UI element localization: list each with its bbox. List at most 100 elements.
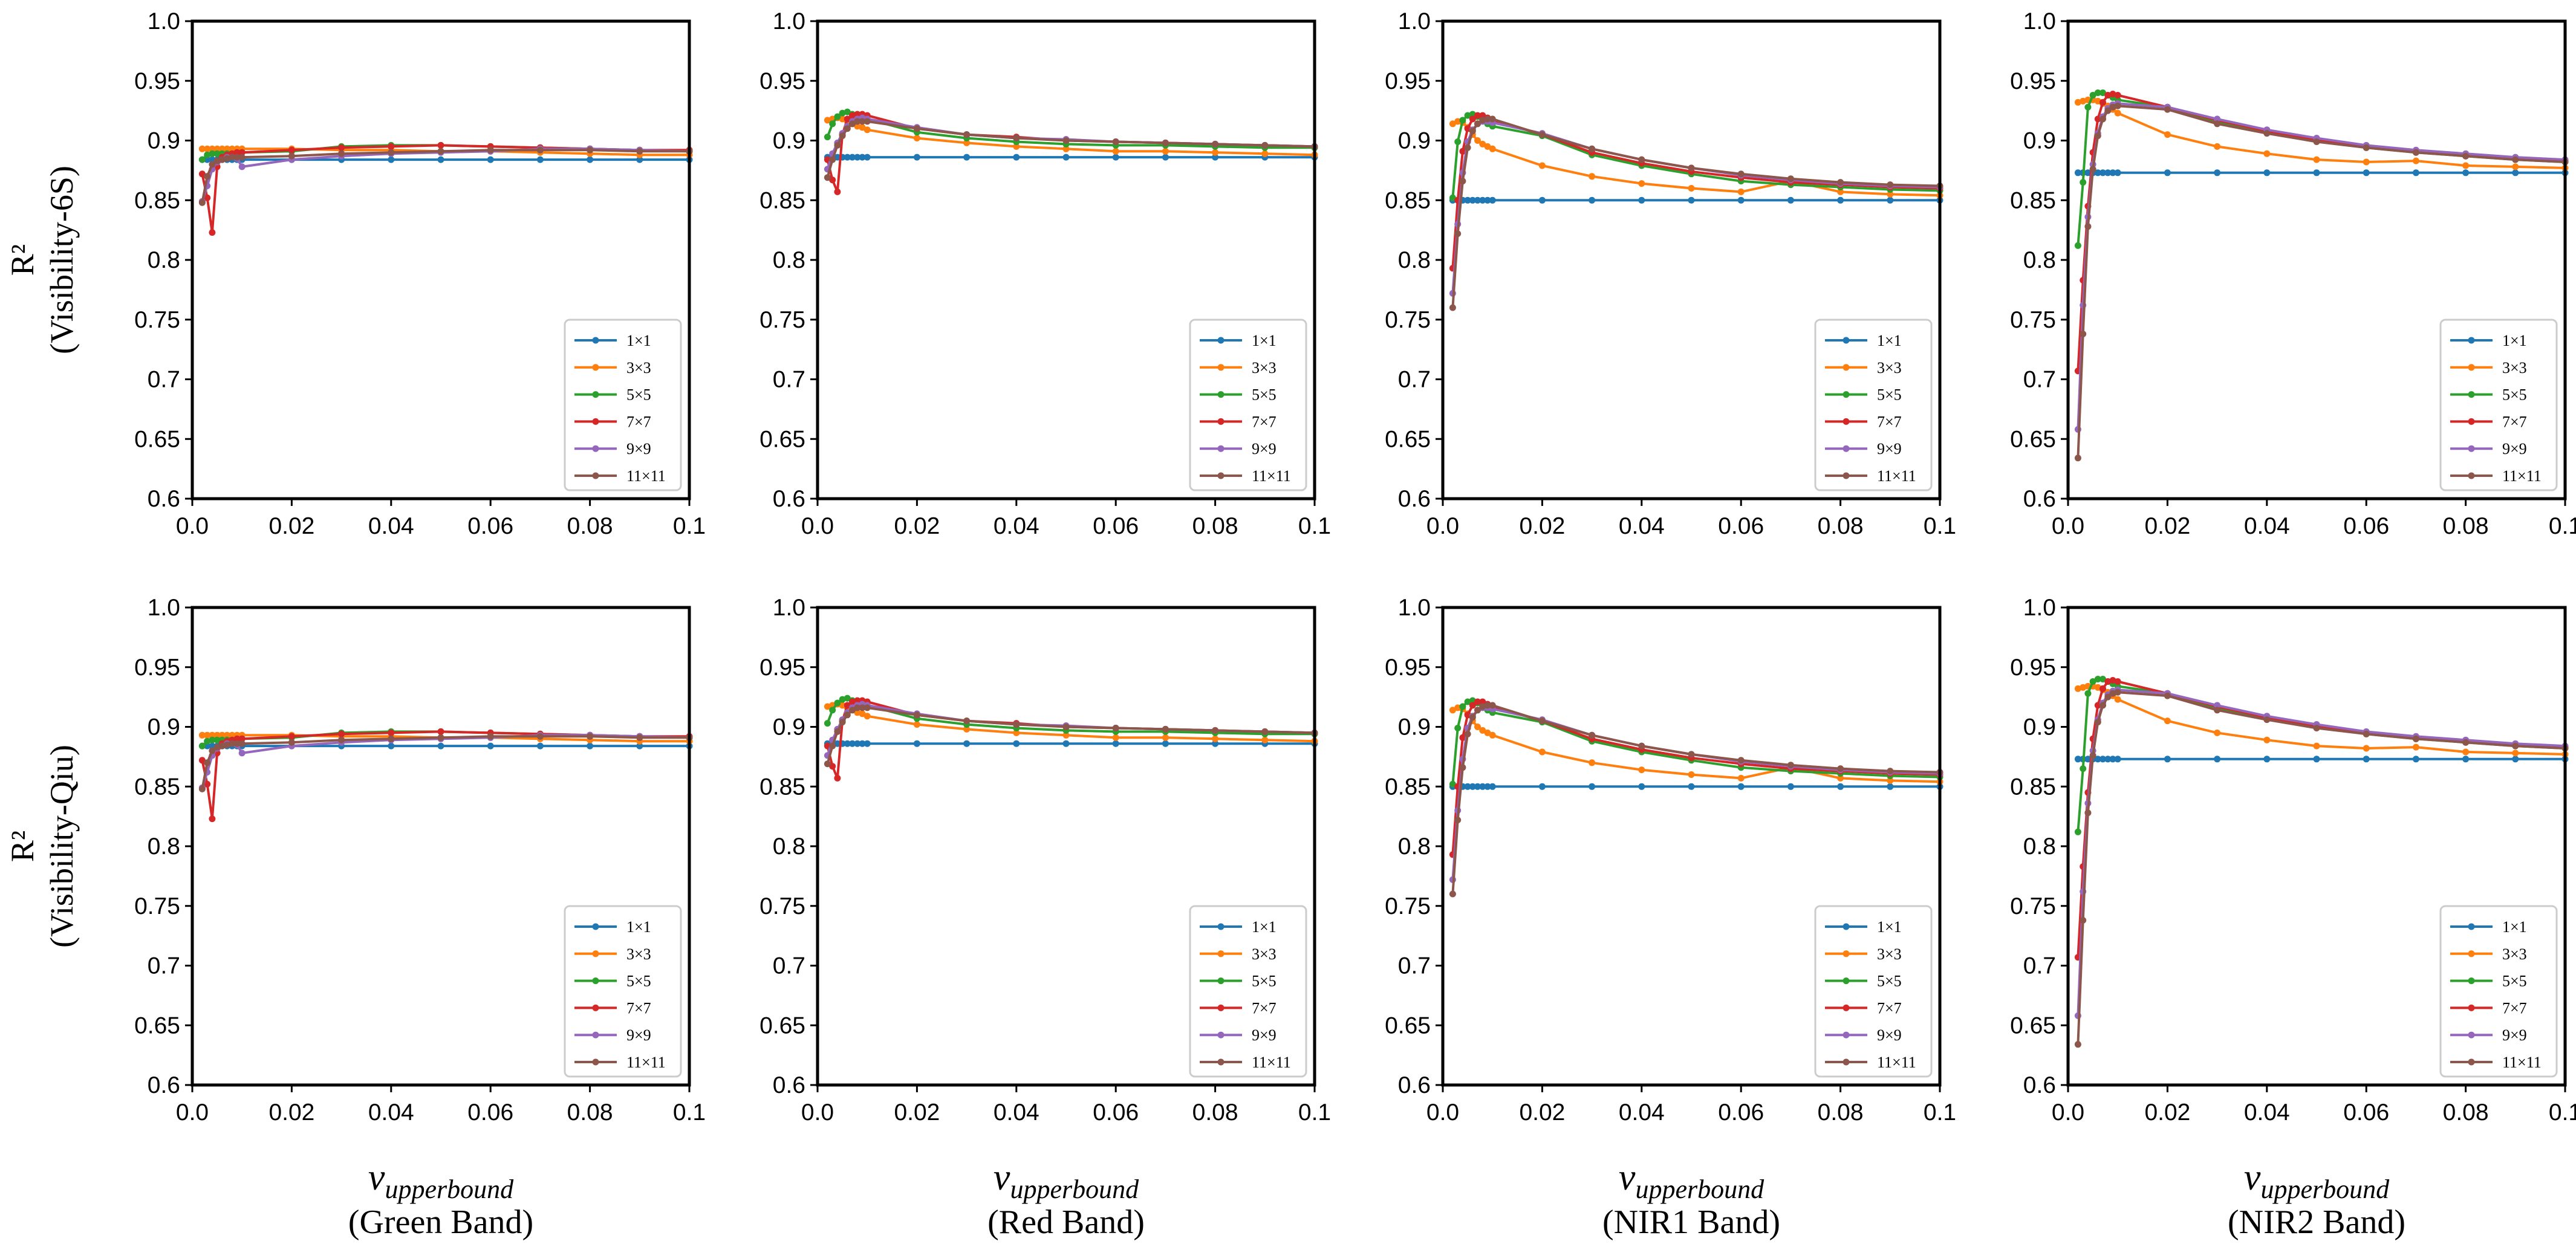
data-point-1-1 <box>2313 169 2320 177</box>
data-point-1-1 <box>913 740 920 747</box>
legend-box <box>564 319 682 491</box>
y-tick-label: 0.85 <box>1385 187 1431 213</box>
legend-marker <box>2468 364 2475 371</box>
data-point-7-7 <box>198 170 206 178</box>
data-point-1-1 <box>1737 196 1745 204</box>
row-label-bottom-line1: R² <box>4 831 41 862</box>
data-point-11-11 <box>834 728 841 735</box>
data-point-3-3 <box>1484 729 1491 736</box>
y-tick-label: 1.0 <box>2023 8 2056 34</box>
legend-label: 3×3 <box>626 359 651 377</box>
x-tick-label: 0.1 <box>673 513 706 539</box>
data-point-11-11 <box>209 161 216 168</box>
data-point-7-7 <box>2094 115 2101 123</box>
data-point-3-3 <box>2080 97 2087 105</box>
data-point-3-3 <box>2214 729 2221 736</box>
data-point-7-7 <box>437 728 444 735</box>
data-point-3-3 <box>1538 162 1546 169</box>
data-point-3-3 <box>1737 774 1745 782</box>
x-axis-label: vupperbound <box>2244 1157 2390 1204</box>
x-tick-label: 0.02 <box>2144 513 2190 539</box>
x-tick-label: 0.1 <box>1924 513 1956 539</box>
data-point-1-1 <box>1474 783 1481 790</box>
data-point-3-3 <box>1261 736 1269 743</box>
data-point-5-5 <box>1449 780 1456 788</box>
legend-marker <box>1217 1004 1225 1011</box>
data-point-11-11 <box>854 118 861 125</box>
legend-label: 9×9 <box>1252 1026 1277 1044</box>
data-point-11-11 <box>913 711 920 719</box>
column-label-nir2-band: vupperbound(NIR2 Band) <box>2228 1157 2405 1241</box>
data-point-11-11 <box>1484 115 1491 123</box>
legend-marker <box>2468 445 2475 452</box>
data-point-3-3 <box>913 135 920 141</box>
data-point-11-11 <box>1212 727 1219 734</box>
data-point-3-3 <box>839 702 846 709</box>
data-point-11-11 <box>2214 707 2221 714</box>
legend-marker <box>1843 391 1850 398</box>
data-point-11-11 <box>1589 731 1596 739</box>
x-tick-label: 0.04 <box>994 513 1039 539</box>
legend-label: 5×5 <box>1877 386 1902 404</box>
data-point-5-5 <box>213 150 221 157</box>
data-point-5-5 <box>1459 703 1466 710</box>
data-point-3-3 <box>2164 131 2171 138</box>
data-point-11-11 <box>2512 156 2519 163</box>
y-tick-label: 0.7 <box>1398 953 1431 979</box>
data-point-3-3 <box>1454 118 1462 125</box>
data-point-1-1 <box>1837 783 1844 790</box>
x-tick-label: 0.06 <box>1718 1100 1764 1126</box>
x-tick-label: 0.08 <box>1818 1100 1864 1126</box>
legend-label: 7×7 <box>2502 999 2527 1017</box>
data-point-3-3 <box>1837 188 1844 195</box>
data-point-3-3 <box>2363 158 2370 166</box>
legend-marker <box>1843 1004 1850 1011</box>
data-point-5-5 <box>834 699 841 707</box>
data-point-11-11 <box>1638 742 1645 750</box>
legend-marker <box>1843 445 1850 452</box>
data-point-3-3 <box>864 126 871 134</box>
data-point-11-11 <box>218 742 226 750</box>
data-point-11-11 <box>2074 1041 2081 1048</box>
data-point-3-3 <box>824 117 831 124</box>
x-tick-label: 0.06 <box>1093 1100 1139 1126</box>
data-point-1-1 <box>587 742 594 750</box>
x-tick-label: 0.0 <box>2052 513 2084 539</box>
series-line-11-11 <box>2077 105 2566 458</box>
legend-box <box>1814 319 1933 491</box>
data-point-7-7 <box>2104 92 2112 99</box>
legend-label: 3×3 <box>1877 359 1902 377</box>
series-line-7-7 <box>201 730 689 820</box>
data-point-11-11 <box>587 146 594 154</box>
data-point-1-1 <box>963 154 971 161</box>
data-point-3-3 <box>198 731 206 739</box>
y-tick-label: 1.0 <box>148 595 180 621</box>
data-point-7-7 <box>2114 92 2121 99</box>
x-axis-label-variable: v <box>2244 1157 2261 1198</box>
data-point-11-11 <box>1489 702 1496 709</box>
data-point-3-3 <box>218 731 226 739</box>
data-point-11-11 <box>2109 103 2116 111</box>
y-tick-label: 1.0 <box>1398 595 1431 621</box>
data-point-11-11 <box>1538 131 1546 138</box>
data-point-3-3 <box>1112 147 1119 155</box>
legend: 1×1 3×3 5×5 7×7 9×9 11×11 <box>1189 319 1307 491</box>
data-point-7-7 <box>388 729 395 736</box>
x-axis-label-subscript: upperbound <box>385 1174 514 1204</box>
legend: 1×1 3×3 5×5 7×7 9×9 11×11 <box>564 905 682 1078</box>
data-point-11-11 <box>2412 735 2419 742</box>
x-axis-label: vupperbound <box>368 1157 514 1204</box>
data-point-7-7 <box>2109 677 2116 684</box>
legend-box <box>2439 905 2558 1078</box>
legend-label: 11×11 <box>626 467 666 485</box>
panel-visibility-qiu-red-band: 0.6 0.65 0.7 0.75 0.8 0.85 0.9 0.95 1.0 0.0 0.02 0.… <box>759 595 1331 1126</box>
y-tick-label: 0.95 <box>1385 68 1431 94</box>
y-tick-label: 0.95 <box>1385 655 1431 681</box>
data-point-1-1 <box>487 742 494 750</box>
data-point-11-11 <box>1062 137 1070 144</box>
x-axis-label: vupperbound <box>1619 1157 1764 1204</box>
data-point-1-1 <box>1162 740 1169 747</box>
data-point-3-3 <box>2263 150 2271 157</box>
legend-label: 5×5 <box>2502 973 2527 990</box>
data-point-11-11 <box>1479 117 1486 124</box>
